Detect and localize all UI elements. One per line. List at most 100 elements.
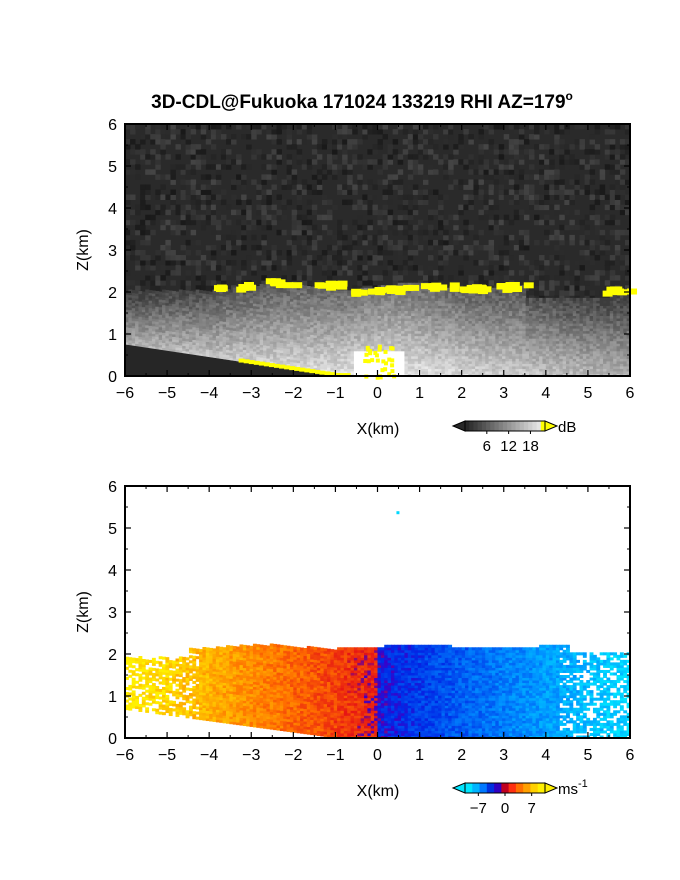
noise-cell	[483, 204, 489, 211]
noise-cell	[145, 189, 151, 195]
noise-cell	[518, 229, 525, 236]
aerosol-cell	[360, 350, 365, 354]
noise-cell	[125, 204, 131, 211]
aerosol-cell	[306, 318, 311, 322]
aerosol-cell	[239, 306, 244, 310]
aerosol-cell	[357, 363, 362, 367]
noise-cell	[544, 214, 550, 221]
aerosol-cell	[195, 294, 200, 298]
aerosol-cell	[202, 346, 207, 350]
aerosol-cell	[316, 327, 321, 331]
aerosol-cell	[283, 305, 288, 309]
aerosol-cell	[289, 316, 294, 320]
noise-cell	[412, 139, 419, 145]
aerosol-cell	[195, 292, 200, 296]
noise-cell	[266, 129, 272, 135]
noise-cell	[614, 234, 621, 241]
aerosol-cell	[246, 302, 251, 306]
aerosol-cell	[333, 315, 338, 319]
aerosol-cell	[384, 300, 389, 304]
noise-cell	[286, 139, 293, 145]
noise-cell	[367, 179, 373, 185]
noise-cell	[180, 214, 186, 221]
noise-cell	[433, 250, 439, 256]
noise-cell	[559, 255, 565, 261]
noise-cell	[342, 224, 348, 231]
aerosol-cell	[394, 310, 399, 314]
aerosol-cell	[340, 297, 345, 301]
noise-cell	[276, 139, 282, 145]
aerosol-cell	[347, 295, 352, 299]
aerosol-cell	[155, 316, 160, 320]
aerosol-cell	[340, 333, 345, 337]
aerosol-cell	[384, 315, 389, 319]
noise-cell	[236, 124, 242, 130]
aerosol-cell	[279, 345, 284, 349]
aerosol-cell	[397, 325, 402, 329]
aerosol-cell	[330, 294, 335, 298]
noise-cell	[332, 234, 338, 241]
noise-cell	[458, 139, 464, 145]
aerosol-cell	[289, 326, 294, 330]
aerosol-cell	[286, 348, 291, 352]
noise-cell	[125, 139, 131, 145]
noise-cell	[498, 169, 505, 175]
noise-cell	[210, 204, 217, 211]
aerosol-cell	[350, 348, 355, 352]
aerosol-cell	[323, 301, 328, 305]
aerosol-cell	[155, 311, 160, 315]
noise-cell	[337, 250, 343, 256]
noise-cell	[347, 169, 353, 175]
aerosol-cell	[148, 327, 153, 331]
aerosol-cell	[259, 331, 264, 335]
noise-cell	[185, 285, 192, 291]
aerosol-cell	[316, 348, 321, 352]
aerosol-cell	[303, 356, 308, 360]
aerosol-cell	[178, 292, 183, 296]
aerosol-cell	[394, 302, 399, 306]
noise-cell	[508, 139, 515, 145]
noise-cell	[382, 124, 388, 130]
noise-cell	[584, 280, 590, 286]
aerosol-cell	[185, 310, 190, 314]
noise-cell	[458, 234, 464, 241]
aerosol-cell	[212, 299, 217, 303]
aerosol-cell	[215, 305, 220, 309]
aerosol-cell	[337, 330, 341, 334]
aerosol-cell	[246, 352, 251, 356]
aerosol-cell	[242, 314, 247, 318]
aerosol-cell	[168, 293, 173, 297]
aerosol-cell	[202, 335, 207, 339]
noise-cell	[518, 209, 525, 216]
aerosol-cell	[353, 305, 358, 309]
aerosol-cell	[269, 298, 274, 302]
noise-cell	[584, 229, 590, 236]
aerosol-cell	[222, 308, 227, 312]
noise-cell	[205, 265, 212, 271]
noise-cell	[609, 199, 616, 206]
noise-cell	[453, 250, 459, 256]
aerosol-cell	[158, 334, 163, 338]
noise-cell	[296, 244, 303, 251]
aerosol-cell	[340, 328, 345, 332]
aerosol-cell	[374, 318, 378, 322]
noise-cell	[518, 154, 525, 160]
noise-cell	[438, 194, 444, 200]
aerosol-cell	[300, 292, 304, 296]
aerosol-cell	[353, 333, 358, 337]
noise-cell	[200, 154, 207, 160]
aerosol-cell	[141, 314, 146, 318]
aerosol-cell	[226, 331, 230, 335]
aerosol-cell	[263, 317, 267, 321]
noise-cell	[175, 129, 181, 135]
aerosol-cell	[347, 338, 352, 342]
noise-cell	[619, 144, 626, 150]
noise-cell	[544, 260, 550, 266]
noise-cell	[170, 124, 176, 130]
aerosol-cell	[185, 313, 190, 317]
aerosol-cell	[347, 368, 352, 372]
noise-cell	[271, 265, 277, 271]
noise-cell	[539, 270, 545, 276]
noise-cell	[332, 149, 338, 155]
aerosol-cell	[323, 361, 328, 365]
